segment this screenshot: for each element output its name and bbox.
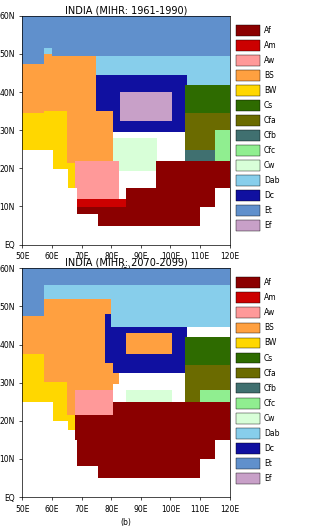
Bar — [236, 338, 260, 348]
Text: Af: Af — [264, 26, 272, 35]
Text: Cs: Cs — [264, 353, 273, 362]
Text: Cfb: Cfb — [264, 383, 277, 392]
Bar — [236, 398, 260, 409]
Bar — [236, 70, 260, 81]
Bar — [236, 383, 260, 393]
Title: INDIA (MIHR: 1961-1990): INDIA (MIHR: 1961-1990) — [65, 5, 187, 15]
Text: (a): (a) — [121, 265, 131, 274]
Text: Et: Et — [264, 206, 272, 215]
Text: Ef: Ef — [264, 221, 271, 230]
Bar — [236, 115, 260, 126]
Text: Dab: Dab — [264, 176, 279, 185]
Text: BS: BS — [264, 323, 274, 332]
Text: BW: BW — [264, 338, 276, 348]
Text: Cw: Cw — [264, 413, 275, 423]
Bar — [236, 175, 260, 186]
Bar — [236, 130, 260, 141]
Text: BS: BS — [264, 71, 274, 80]
Bar — [236, 322, 260, 333]
Text: Cw: Cw — [264, 161, 275, 170]
Text: Am: Am — [264, 294, 277, 302]
Text: Aw: Aw — [264, 56, 275, 65]
Text: Ef: Ef — [264, 474, 271, 483]
Bar — [236, 205, 260, 216]
Bar — [236, 100, 260, 111]
Bar — [236, 473, 260, 484]
Bar — [236, 25, 260, 36]
Bar — [236, 352, 260, 363]
Text: Aw: Aw — [264, 308, 275, 317]
Text: Dab: Dab — [264, 429, 279, 438]
Text: Cfc: Cfc — [264, 399, 276, 408]
Bar — [236, 160, 260, 171]
Bar — [236, 277, 260, 288]
Bar — [236, 40, 260, 51]
Title: INDIA (MIHR: 2070-2099): INDIA (MIHR: 2070-2099) — [65, 258, 187, 268]
Text: Cs: Cs — [264, 101, 273, 110]
Text: Af: Af — [264, 278, 272, 287]
Bar — [236, 443, 260, 453]
Bar — [236, 85, 260, 96]
Text: Cfc: Cfc — [264, 146, 276, 155]
Bar — [236, 55, 260, 66]
Text: Dc: Dc — [264, 191, 274, 200]
Text: BW: BW — [264, 86, 276, 95]
Bar — [236, 428, 260, 439]
Bar — [236, 220, 260, 231]
Bar — [236, 308, 260, 318]
Bar — [236, 413, 260, 423]
Text: Cfb: Cfb — [264, 131, 277, 140]
Bar — [236, 190, 260, 201]
Text: Et: Et — [264, 459, 272, 468]
Bar — [236, 368, 260, 378]
Text: Cfa: Cfa — [264, 116, 277, 125]
Text: Am: Am — [264, 41, 277, 50]
Text: (b): (b) — [121, 518, 131, 526]
Bar — [236, 458, 260, 469]
Text: Dc: Dc — [264, 444, 274, 453]
Bar — [236, 292, 260, 304]
Text: Cfa: Cfa — [264, 369, 277, 378]
Bar — [236, 145, 260, 156]
